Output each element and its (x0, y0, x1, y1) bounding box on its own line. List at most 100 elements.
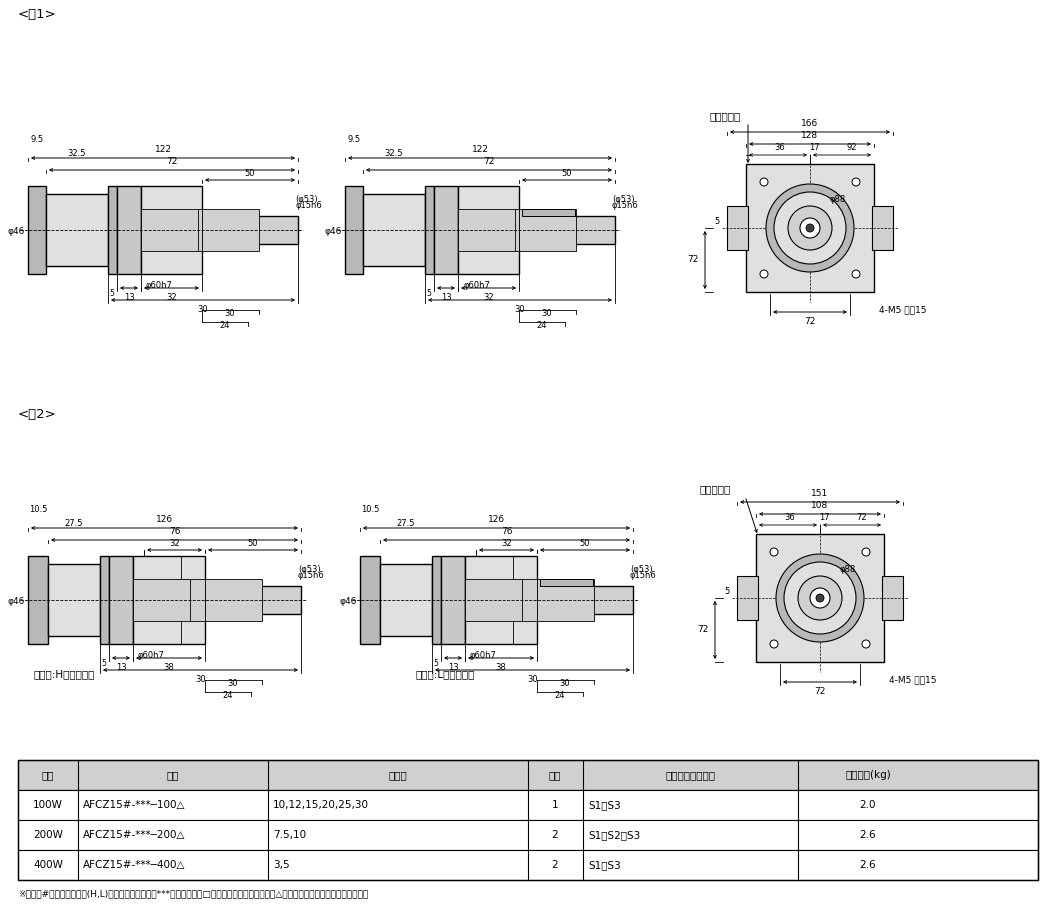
Circle shape (784, 562, 856, 634)
Circle shape (862, 640, 870, 648)
Circle shape (862, 548, 870, 556)
Text: 13: 13 (124, 292, 135, 301)
Text: 30: 30 (198, 305, 208, 314)
Bar (18, 850, 1038, 880)
Text: 5: 5 (715, 217, 720, 227)
Bar (18, 820, 1038, 850)
Bar (108, 186, 117, 274)
Text: 50: 50 (245, 168, 255, 177)
Bar (756, 534, 884, 662)
Text: (φ53): (φ53) (612, 196, 635, 205)
Bar (432, 556, 441, 644)
Text: 126: 126 (488, 515, 506, 524)
Text: AFCZ15#-***─100△: AFCZ15#-***─100△ (83, 800, 185, 810)
Text: 32: 32 (166, 292, 177, 301)
Circle shape (806, 224, 815, 232)
Bar (28, 186, 46, 274)
Text: 32.5: 32.5 (385, 149, 404, 158)
Text: 5: 5 (434, 659, 438, 668)
Text: 概略質量(kg): 概略質量(kg) (845, 770, 891, 780)
Text: 32.5: 32.5 (67, 149, 86, 158)
Text: 50: 50 (580, 539, 591, 548)
Bar (133, 579, 205, 621)
Bar (519, 216, 615, 244)
Text: フランジ面: フランジ面 (700, 484, 731, 494)
Text: AFCZ15#-***─200△: AFCZ15#-***─200△ (83, 830, 185, 840)
Text: 軸区分:L（キー有）: 軸区分:L（キー有） (415, 669, 474, 679)
Circle shape (788, 206, 832, 250)
Circle shape (770, 548, 778, 556)
Bar (205, 579, 262, 621)
Text: 151: 151 (811, 490, 828, 499)
Bar (141, 186, 202, 274)
Text: 32: 32 (169, 539, 180, 548)
Bar (100, 556, 109, 644)
Text: 1: 1 (552, 800, 558, 810)
Text: φ60h7: φ60h7 (146, 281, 172, 290)
Text: S1・S3: S1・S3 (588, 800, 621, 810)
Text: 24: 24 (220, 321, 230, 330)
Text: 2.6: 2.6 (860, 860, 877, 870)
Text: S1・S3: S1・S3 (588, 860, 621, 870)
Text: 72: 72 (697, 625, 708, 634)
Circle shape (852, 270, 860, 278)
Bar (48, 564, 100, 636)
Circle shape (760, 270, 768, 278)
Circle shape (760, 178, 768, 186)
Text: 2: 2 (552, 830, 558, 840)
Text: 24: 24 (223, 692, 233, 701)
Bar (133, 556, 205, 644)
Text: 76: 76 (500, 528, 512, 537)
Text: 38: 38 (496, 662, 507, 672)
Bar (18, 790, 1038, 820)
Text: 10.5: 10.5 (28, 505, 47, 514)
Text: 200W: 200W (33, 830, 63, 840)
Text: 30: 30 (228, 680, 239, 689)
Circle shape (766, 184, 854, 272)
Text: φ60h7: φ60h7 (138, 652, 165, 661)
Text: 13: 13 (116, 662, 126, 672)
Bar (345, 186, 363, 274)
Text: φ15h6: φ15h6 (612, 201, 639, 210)
Text: 10.5: 10.5 (360, 505, 379, 514)
Text: 30: 30 (541, 309, 553, 318)
Bar (18, 760, 1038, 790)
Text: フランジ形状種別: フランジ形状種別 (665, 770, 715, 780)
Text: 24: 24 (537, 321, 548, 330)
Circle shape (852, 178, 860, 186)
Text: 17: 17 (808, 144, 820, 153)
Bar (202, 216, 298, 244)
Text: 50: 50 (561, 168, 572, 177)
Bar (540, 579, 593, 586)
Text: <図2>: <図2> (18, 409, 57, 421)
Bar (205, 586, 301, 614)
Text: 27.5: 27.5 (396, 520, 415, 529)
Circle shape (798, 576, 842, 620)
Text: 2.6: 2.6 (860, 830, 877, 840)
Text: 5: 5 (102, 659, 106, 668)
Bar (425, 186, 434, 274)
Text: 24: 24 (555, 692, 565, 701)
Text: 容量: 容量 (42, 770, 55, 780)
Text: 13: 13 (440, 292, 451, 301)
Bar (141, 209, 202, 251)
Text: φ46: φ46 (339, 598, 357, 606)
Text: 減速比: 減速比 (389, 770, 408, 780)
Text: 32: 32 (501, 539, 512, 548)
Text: 5: 5 (724, 588, 729, 596)
Text: 76: 76 (169, 528, 181, 537)
Text: ※型式の#には軸区分記号(H,L)が入ります。また、***には減速比、□にはバックラッシュ精度、△にはフランジ形状種別が入ります。: ※型式の#には軸区分記号(H,L)が入ります。また、***には減速比、□にはバッ… (18, 889, 368, 898)
Text: 38: 38 (164, 662, 174, 672)
Bar (872, 206, 893, 250)
Text: 3,5: 3,5 (273, 860, 290, 870)
Text: 27.5: 27.5 (65, 520, 83, 529)
Text: 4-M5 深さ15: 4-M5 深さ15 (879, 306, 927, 315)
Text: (φ53): (φ53) (295, 196, 317, 205)
Text: 72: 72 (857, 513, 867, 522)
Text: φ60h7: φ60h7 (463, 281, 490, 290)
Text: 72: 72 (483, 157, 495, 167)
Bar (18, 760, 1038, 880)
Text: <図1>: <図1> (18, 7, 57, 21)
Text: 5: 5 (427, 288, 432, 298)
Text: φ15h6: φ15h6 (630, 571, 657, 581)
